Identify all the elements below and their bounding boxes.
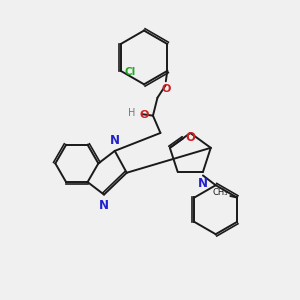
Text: H: H [128, 108, 135, 118]
Text: CH₃: CH₃ [212, 188, 228, 196]
Text: N: N [99, 199, 109, 212]
Text: Cl: Cl [124, 68, 136, 77]
Text: O: O [161, 84, 170, 94]
Text: N: N [198, 177, 208, 190]
Text: O: O [185, 130, 195, 144]
Text: N: N [110, 134, 120, 147]
Text: O: O [140, 110, 149, 120]
